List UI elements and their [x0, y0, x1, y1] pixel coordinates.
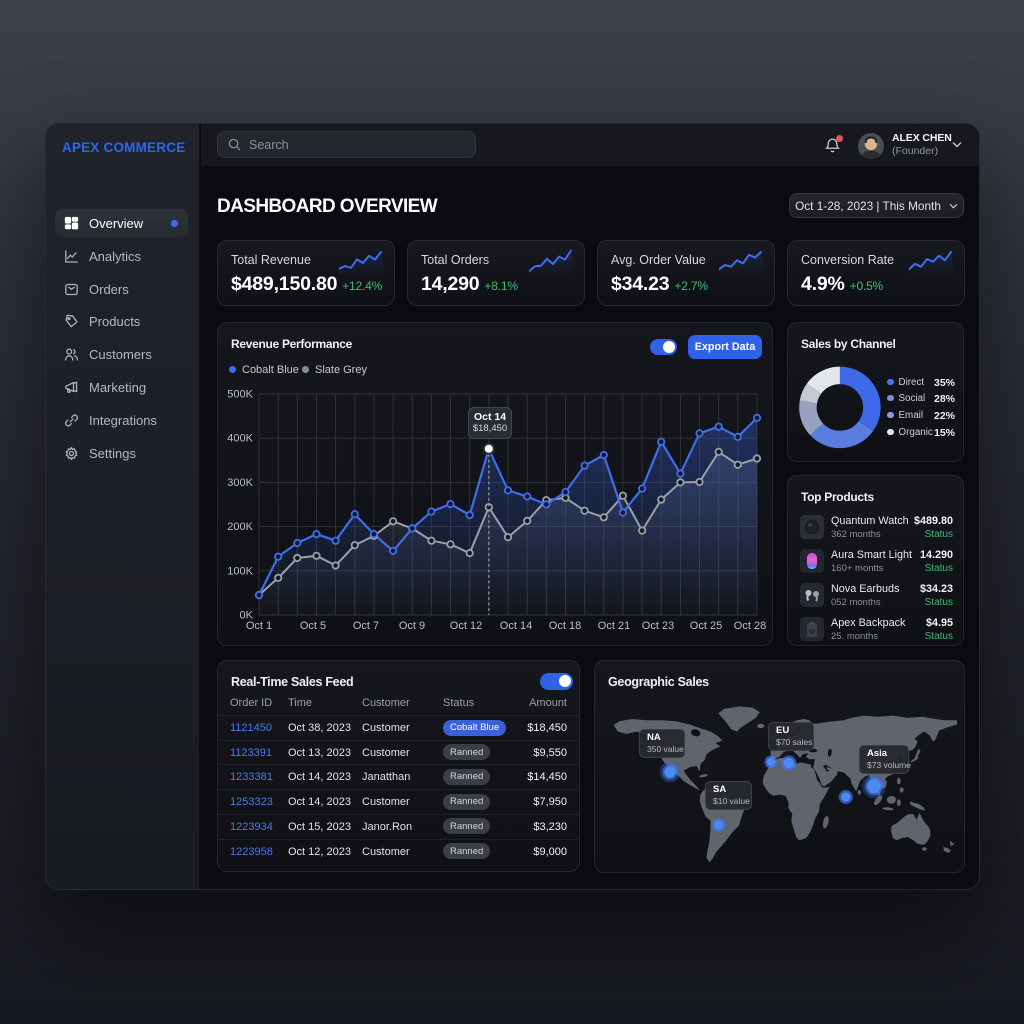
- svg-text:100K: 100K: [227, 565, 253, 577]
- svg-text:0K: 0K: [240, 610, 254, 622]
- svg-text:400K: 400K: [227, 433, 253, 445]
- svg-text:Oct 21: Oct 21: [598, 620, 630, 632]
- svg-text:Oct 7: Oct 7: [353, 620, 379, 632]
- svg-text:300K: 300K: [227, 477, 253, 489]
- svg-text:Oct 18: Oct 18: [549, 620, 581, 632]
- svg-text:500K: 500K: [227, 389, 253, 401]
- svg-text:Oct 9: Oct 9: [399, 620, 425, 632]
- svg-text:Oct 25: Oct 25: [690, 620, 722, 632]
- svg-text:Oct 14: Oct 14: [500, 620, 532, 632]
- svg-text:200K: 200K: [227, 521, 253, 533]
- svg-text:Oct 28: Oct 28: [734, 620, 766, 632]
- svg-text:Oct 1: Oct 1: [246, 620, 272, 632]
- svg-text:Oct 23: Oct 23: [642, 620, 674, 632]
- svg-text:Oct 5: Oct 5: [300, 620, 326, 632]
- svg-text:Oct 12: Oct 12: [450, 620, 482, 632]
